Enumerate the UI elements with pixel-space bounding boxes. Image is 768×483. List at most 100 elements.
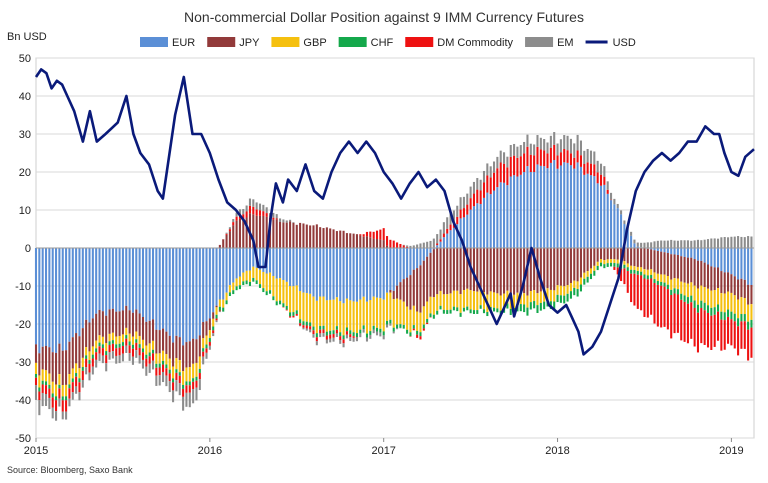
bar-segment-eur xyxy=(429,248,431,253)
bar-segment-jpy xyxy=(643,248,645,269)
bar-segment-jpy xyxy=(312,225,314,248)
bar-segment-gbp xyxy=(333,300,335,331)
bar-segment-jpy xyxy=(326,227,328,248)
bar-segment-gbp xyxy=(613,259,615,263)
bar-segment-gbp xyxy=(694,286,696,301)
bar-segment-jpy xyxy=(366,236,368,248)
bar-segment-chf xyxy=(279,301,281,305)
bar-segment-dm-commodity xyxy=(48,389,50,398)
bar-segment-jpy xyxy=(199,335,201,356)
bar-segment-gbp xyxy=(607,259,609,263)
bar-segment-chf xyxy=(536,305,538,313)
bar-segment-em xyxy=(226,233,228,234)
bar-segment-chf xyxy=(105,351,107,355)
bar-segment-em xyxy=(667,241,669,248)
bar-segment-em xyxy=(346,335,348,339)
bar-segment-em xyxy=(570,139,572,153)
bar-segment-eur xyxy=(65,248,67,350)
bar-segment-dm-commodity xyxy=(296,314,298,316)
bar-segment-em xyxy=(513,144,515,156)
bar-segment-em xyxy=(560,139,562,152)
bar-segment-gbp xyxy=(406,307,408,330)
bar-segment-eur xyxy=(162,248,164,329)
bar-segment-dm-commodity xyxy=(162,365,164,372)
bar-segment-jpy xyxy=(506,248,508,291)
bar-segment-dm-commodity xyxy=(336,330,338,334)
bar-segment-eur xyxy=(159,248,161,330)
bar-segment-chf xyxy=(322,326,324,330)
bar-segment-eur xyxy=(620,214,622,248)
bar-segment-dm-commodity xyxy=(413,329,415,331)
bar-segment-gbp xyxy=(349,300,351,330)
bar-segment-gbp xyxy=(135,331,137,339)
bar-segment-em xyxy=(175,380,177,391)
bar-segment-gbp xyxy=(567,285,569,294)
bar-segment-jpy xyxy=(346,233,348,248)
bar-segment-chf xyxy=(306,322,308,326)
bar-segment-chf xyxy=(292,312,294,316)
bar-segment-em xyxy=(35,385,37,400)
bar-segment-eur xyxy=(282,248,284,280)
bar-segment-em xyxy=(78,392,80,400)
bar-segment-jpy xyxy=(343,231,345,248)
bar-segment-jpy xyxy=(262,216,264,248)
bar-segment-jpy xyxy=(212,312,214,319)
bar-segment-gbp xyxy=(192,364,194,378)
bar-segment-chf xyxy=(747,322,749,330)
bar-segment-em xyxy=(730,237,732,248)
bar-segment-chf xyxy=(149,353,151,357)
bar-segment-em xyxy=(259,204,261,211)
bar-segment-jpy xyxy=(65,350,67,385)
bar-segment-eur xyxy=(192,248,194,339)
bar-segment-em xyxy=(68,399,70,407)
bar-segment-gbp xyxy=(172,367,174,379)
bar-segment-em xyxy=(510,145,512,157)
bar-segment-jpy xyxy=(747,285,749,305)
bar-segment-chf xyxy=(212,327,214,331)
bar-segment-jpy xyxy=(436,248,438,294)
bar-segment-dm-commodity xyxy=(630,274,632,302)
bar-segment-gbp xyxy=(399,300,401,324)
bar-segment-em xyxy=(630,232,632,236)
bar-segment-chf xyxy=(533,301,535,308)
bar-segment-dm-commodity xyxy=(563,149,565,162)
bar-segment-em xyxy=(309,329,311,332)
bar-segment-dm-commodity xyxy=(567,150,569,163)
bar-segment-gbp xyxy=(684,283,686,296)
bar-segment-gbp xyxy=(266,274,268,292)
bar-segment-chf xyxy=(78,378,80,382)
bar-segment-dm-commodity xyxy=(694,308,696,347)
bar-segment-chf xyxy=(426,319,428,323)
legend-label-usd: USD xyxy=(613,37,636,49)
bar-segment-gbp xyxy=(209,330,211,338)
bar-segment-dm-commodity xyxy=(252,207,254,214)
bar-segment-chf xyxy=(520,304,522,311)
bar-segment-dm-commodity xyxy=(443,234,445,238)
bar-segment-eur xyxy=(379,248,381,298)
bar-segment-em xyxy=(543,139,545,150)
bar-segment-jpy xyxy=(610,248,612,259)
bar-segment-chf xyxy=(296,310,298,314)
bar-segment-chf xyxy=(359,330,361,334)
bar-segment-chf xyxy=(192,378,194,382)
bar-segment-em xyxy=(72,392,74,399)
bar-segment-gbp xyxy=(306,293,308,322)
bar-segment-gbp xyxy=(259,270,261,284)
bar-segment-dm-commodity xyxy=(185,385,187,393)
bar-segment-dm-commodity xyxy=(152,353,154,360)
bar-segment-gbp xyxy=(600,259,602,263)
bar-segment-eur xyxy=(480,204,482,248)
bar-segment-eur xyxy=(727,248,729,272)
bar-segment-dm-commodity xyxy=(720,320,722,351)
bar-segment-chf xyxy=(349,330,351,334)
bar-segment-em xyxy=(473,182,475,194)
bar-segment-dm-commodity xyxy=(366,232,368,236)
bar-segment-jpy xyxy=(85,320,87,347)
bar-segment-dm-commodity xyxy=(72,382,74,392)
bar-segment-jpy xyxy=(209,318,211,330)
bar-segment-gbp xyxy=(597,262,599,266)
bar-segment-chf xyxy=(319,326,321,330)
bar-segment-chf xyxy=(356,333,358,337)
bar-segment-jpy xyxy=(205,321,207,335)
bar-segment-gbp xyxy=(526,296,528,308)
